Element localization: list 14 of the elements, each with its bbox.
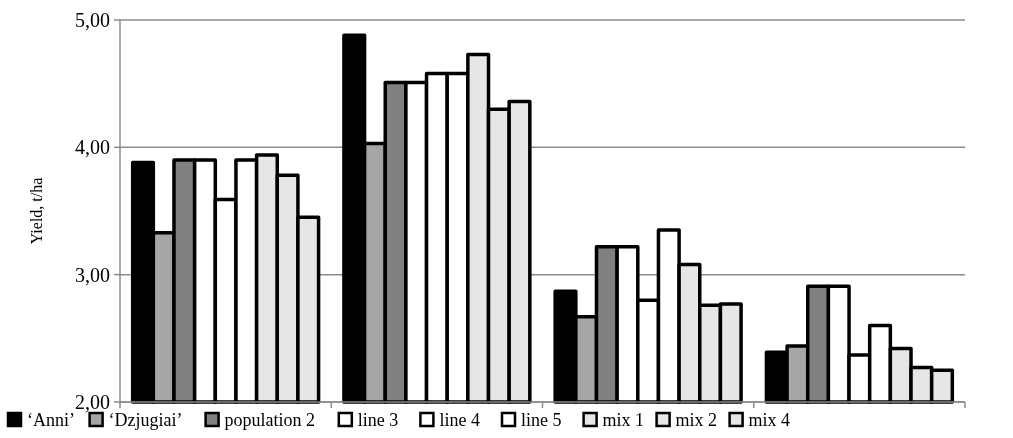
legend-label: ‘Anni’ (27, 410, 75, 430)
y-tick-label: 4,00 (75, 136, 110, 159)
legend-label: mix 1 (602, 410, 645, 430)
y-axis-title: Yield, t/ha (28, 177, 45, 245)
legend-label: line 5 (521, 410, 562, 430)
legend-label: mix 4 (748, 410, 791, 430)
y-tick-label: 5,00 (75, 9, 110, 31)
y-tick-label: 2,00 (75, 391, 110, 413)
legend-label: line 3 (357, 410, 399, 430)
legend-label: population 2 (224, 410, 316, 430)
y-tick-label: 3,00 (75, 263, 110, 286)
legend-label: line 4 (439, 410, 480, 430)
legend-label: ‘Dzjugiai’ (108, 410, 183, 430)
legend-label: mix 2 (675, 410, 718, 430)
